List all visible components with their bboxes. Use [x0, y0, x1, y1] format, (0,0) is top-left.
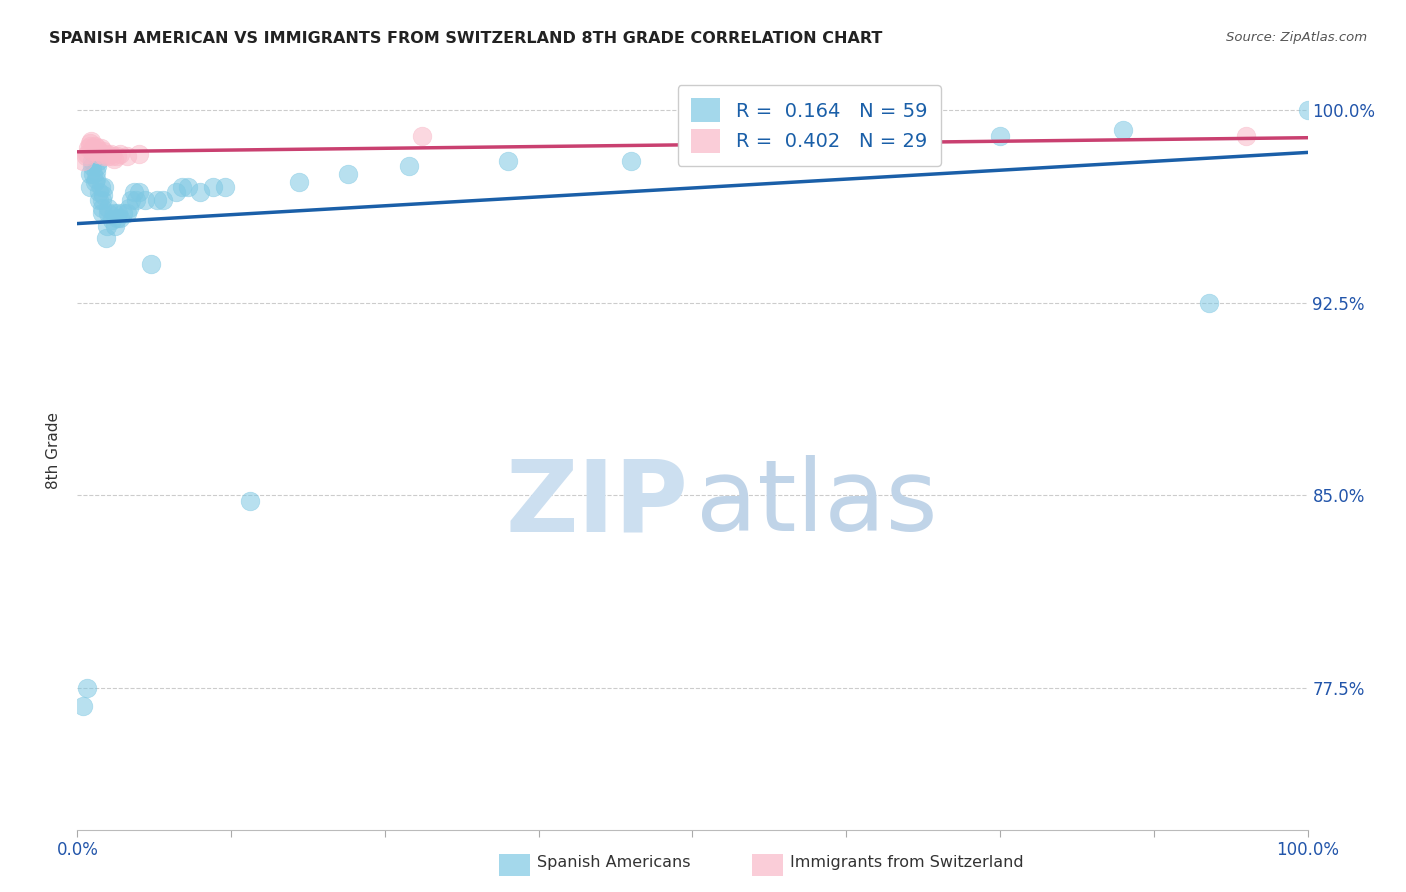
Point	[90, 146, 114, 161]
Point	[91, 144, 114, 158]
Point	[128, 185, 150, 199]
Point	[170, 180, 193, 194]
Point	[620, 154, 643, 169]
Legend: R =  0.164   N = 59, R =  0.402   N = 29: R = 0.164 N = 59, R = 0.402 N = 29	[678, 85, 941, 166]
Point	[76, 146, 98, 161]
Point	[110, 211, 132, 225]
Point	[111, 205, 134, 219]
Point	[96, 146, 118, 161]
Point	[239, 493, 262, 508]
Point	[86, 141, 108, 155]
Text: Spanish Americans: Spanish Americans	[537, 855, 690, 870]
Point	[90, 201, 114, 215]
Point	[742, 141, 765, 155]
Point	[82, 141, 104, 155]
Point	[101, 213, 124, 227]
Point	[86, 160, 108, 174]
Point	[83, 175, 105, 189]
Point	[122, 185, 145, 199]
Point	[398, 160, 420, 174]
Point	[80, 134, 103, 148]
Point	[89, 144, 111, 158]
Point	[93, 180, 115, 194]
Point	[1296, 103, 1319, 117]
Point	[141, 257, 163, 271]
Point	[115, 149, 138, 163]
Point	[165, 185, 187, 199]
Point	[72, 154, 94, 169]
Point	[75, 149, 97, 163]
Point	[100, 146, 122, 161]
Point	[82, 154, 104, 169]
Point	[77, 141, 100, 155]
Point	[110, 146, 132, 161]
Point	[94, 231, 117, 245]
Point	[288, 175, 311, 189]
Point	[89, 193, 111, 207]
Point	[79, 136, 101, 151]
Point	[89, 185, 111, 199]
Point	[90, 180, 112, 194]
Point	[84, 164, 107, 178]
Point	[125, 193, 148, 207]
Point	[82, 144, 104, 158]
Point	[1234, 128, 1257, 143]
Point	[79, 180, 101, 194]
Point	[101, 149, 124, 163]
Point	[866, 134, 889, 148]
Point	[79, 139, 101, 153]
Point	[91, 187, 114, 202]
Point	[72, 699, 94, 714]
Point	[87, 154, 110, 169]
Point	[103, 205, 125, 219]
Point	[76, 681, 98, 696]
Point	[83, 139, 105, 153]
Text: atlas: atlas	[696, 455, 938, 552]
Point	[82, 160, 104, 174]
Point	[97, 149, 120, 163]
Point	[411, 128, 433, 143]
Point	[96, 219, 118, 233]
Point	[107, 205, 129, 219]
Point	[90, 205, 114, 219]
Point	[90, 141, 112, 155]
Point	[87, 146, 110, 161]
Point	[93, 149, 115, 163]
Text: Immigrants from Switzerland: Immigrants from Switzerland	[790, 855, 1024, 870]
Point	[105, 211, 128, 225]
Text: Source: ZipAtlas.com: Source: ZipAtlas.com	[1226, 31, 1367, 45]
Point	[121, 193, 143, 207]
Point	[134, 193, 156, 207]
Text: ZIP: ZIP	[506, 455, 689, 552]
Point	[79, 167, 101, 181]
Point	[337, 167, 360, 181]
Point	[84, 144, 107, 158]
Point	[82, 167, 104, 181]
Point	[496, 154, 519, 169]
Point	[128, 146, 150, 161]
Point	[188, 185, 212, 199]
Point	[214, 180, 236, 194]
Point	[152, 193, 174, 207]
Point	[115, 205, 138, 219]
Point	[97, 205, 120, 219]
Point	[90, 193, 114, 207]
Text: SPANISH AMERICAN VS IMMIGRANTS FROM SWITZERLAND 8TH GRADE CORRELATION CHART: SPANISH AMERICAN VS IMMIGRANTS FROM SWIT…	[49, 31, 883, 46]
Point	[1198, 295, 1220, 310]
Point	[104, 219, 127, 233]
Point	[103, 152, 125, 166]
Point	[118, 201, 141, 215]
Point	[105, 149, 128, 163]
Point	[177, 180, 200, 194]
Point	[84, 172, 107, 186]
Point	[97, 201, 120, 215]
Point	[146, 193, 169, 207]
Point	[988, 128, 1011, 143]
Y-axis label: 8th Grade: 8th Grade	[46, 412, 62, 489]
Point	[1112, 123, 1135, 137]
Point	[201, 180, 224, 194]
